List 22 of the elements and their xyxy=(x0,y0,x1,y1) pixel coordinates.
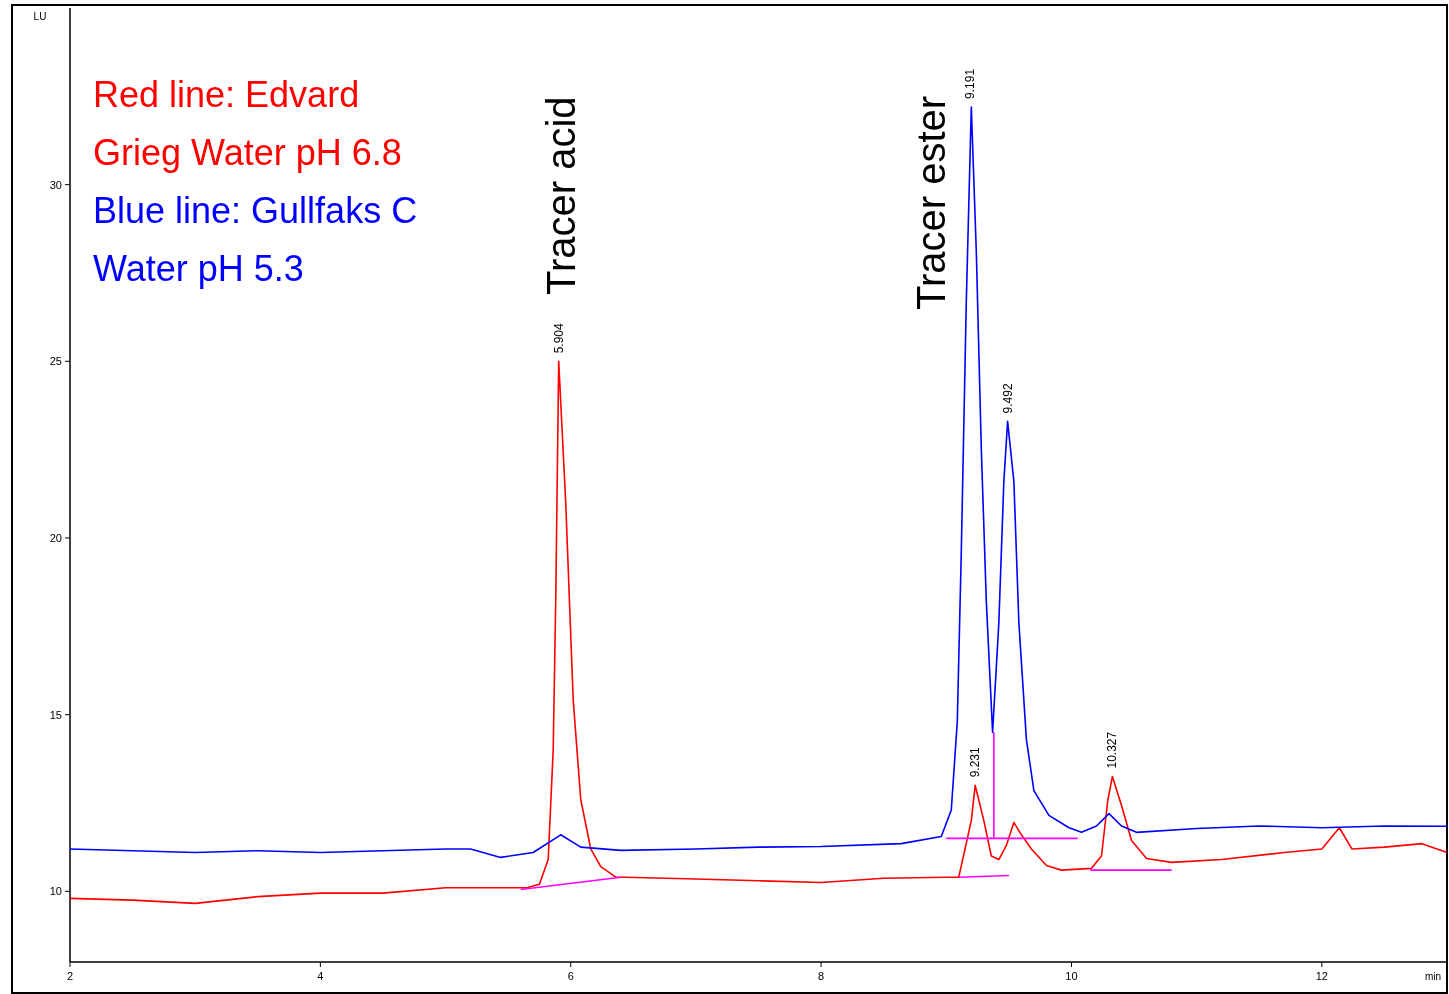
annotation: 9.191 xyxy=(963,68,978,99)
text: Blue line: Gullfaks C Water pH 5.3 xyxy=(93,190,418,289)
annotation: 9.231 xyxy=(968,746,983,778)
annotation: Tracer acid xyxy=(539,96,583,295)
annotation: 10.327 xyxy=(1105,731,1120,769)
y-tick-label: 20 xyxy=(49,532,62,544)
y-tick-label: 30 xyxy=(49,178,62,191)
text: Red line: Edvard Grieg Water pH 6.8 xyxy=(93,74,402,173)
x-axis-title: min xyxy=(1424,971,1441,982)
x-tick-label: 2 xyxy=(66,970,74,982)
x-tick-label: 4 xyxy=(317,970,324,982)
y-tick-label: 15 xyxy=(49,708,62,721)
y-axis-title: LU xyxy=(33,11,47,22)
annotation: 5.904 xyxy=(551,322,566,354)
x-tick-label: 6 xyxy=(567,970,574,982)
y-tick-label: 25 xyxy=(49,355,62,368)
x-tick-label: 12 xyxy=(1315,970,1328,982)
annotation: 9.492 xyxy=(1000,383,1015,414)
annotation: Tracer ester xyxy=(909,95,953,310)
x-tick-label: 8 xyxy=(818,970,825,982)
y-tick-label: 10 xyxy=(49,885,62,898)
x-tick-label: 10 xyxy=(1065,970,1078,982)
